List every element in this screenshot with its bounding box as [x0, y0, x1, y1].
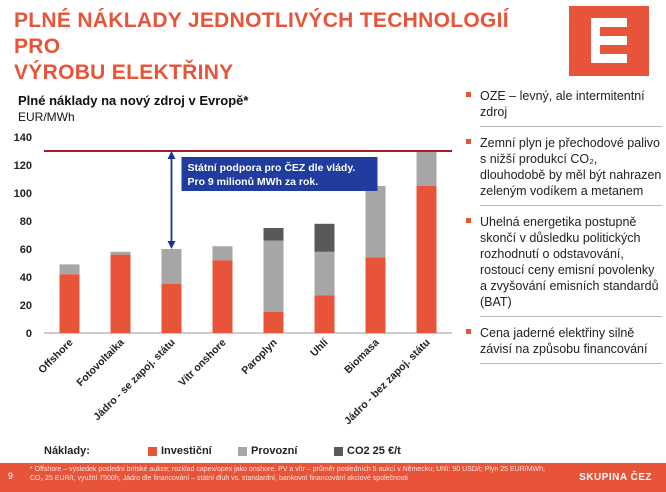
- legend-swatch-co2: [334, 446, 343, 456]
- y-tick-label: 140: [14, 132, 32, 144]
- bullet-marker: [466, 139, 471, 144]
- legend-label: Náklady:: [44, 445, 90, 457]
- bar-segment: [212, 246, 233, 261]
- x-tick-label: Offshore: [36, 337, 76, 377]
- legend-text-operating: Provozní: [251, 445, 298, 457]
- page-number: 9: [8, 471, 14, 481]
- bar-segment: [263, 240, 284, 312]
- bar-segment: [365, 186, 386, 258]
- x-tick-label: Fotovoltaika: [74, 337, 126, 389]
- bar-segment: [263, 228, 284, 241]
- bullet-marker: [466, 92, 471, 97]
- legend-swatch-investment: [148, 446, 157, 456]
- chart-legend: Náklady: Investiční Provozní CO2 25 €/t: [44, 443, 464, 461]
- y-tick-label: 20: [20, 300, 32, 312]
- bar-segment: [59, 274, 80, 333]
- annotation-arrowhead-bottom: [167, 241, 176, 249]
- y-tick-label: 120: [14, 160, 32, 172]
- bar-segment: [212, 260, 233, 333]
- bullet-item: OZE – levný, ale intermitentní zdroj: [466, 88, 662, 127]
- bullet-text: Uhelná energetika postupně skončí v důsl…: [480, 214, 662, 317]
- bullet-text: Cena jaderné elektřiny silně závisí na z…: [480, 325, 662, 364]
- y-tick-label: 0: [26, 328, 32, 340]
- legend-swatch-operating: [238, 446, 247, 456]
- slide-title: PLNÉ NÁKLADY JEDNOTLIVÝCH TECHNOLOGIÍ PR…: [14, 8, 534, 86]
- bullet-list: OZE – levný, ale intermitentní zdroj Zem…: [466, 88, 662, 372]
- bar-segment: [365, 257, 386, 333]
- annotation-text: Pro 9 milionů MWh za rok.: [188, 176, 319, 188]
- footnote: * Offshore – výsledek poslední britské a…: [30, 466, 545, 482]
- bullet-item: Zemní plyn je přechodové palivo s nižší …: [466, 135, 662, 206]
- bullet-item: Cena jaderné elektřiny silně závisí na z…: [466, 325, 662, 364]
- footer-bar: 9 * Offshore – výsledek poslední britské…: [0, 463, 666, 492]
- legend-text-investment: Investiční: [161, 445, 212, 457]
- slide-title-line-2: VÝROBU ELEKTŘINY: [14, 61, 234, 84]
- chart-title: Plné náklady na nový zdroj v Evropě*: [18, 93, 249, 108]
- bar-segment: [110, 254, 131, 333]
- bullet-text: Zemní plyn je přechodové palivo s nižší …: [480, 135, 662, 206]
- y-axis-unit: EUR/MWh: [18, 110, 75, 124]
- bar-segment: [161, 249, 182, 284]
- legend-item-investment: Investiční: [148, 445, 212, 457]
- x-tick-label: Jádro - bez zapoj. státu: [342, 337, 433, 428]
- annotation-arrowhead-top: [167, 151, 176, 159]
- legend-item-operating: Provozní: [238, 445, 297, 457]
- x-tick-label: Uhlí: [308, 336, 331, 359]
- bullet-marker: [466, 218, 471, 223]
- bar-segment: [314, 251, 335, 296]
- slide-title-line-1: PLNÉ NÁKLADY JEDNOTLIVÝCH TECHNOLOGIÍ PR…: [14, 9, 509, 58]
- cez-logo: [569, 6, 649, 76]
- bar-segment: [314, 295, 335, 333]
- bar-segment: [161, 284, 182, 333]
- bar-segment: [416, 151, 437, 186]
- legend-text-co2: CO2 25 €/t: [347, 445, 401, 457]
- bullet-marker: [466, 329, 471, 334]
- x-tick-label: Biomasa: [342, 337, 382, 377]
- bullet-item: Uhelná energetika postupně skončí v důsl…: [466, 214, 662, 317]
- bar-segment: [59, 264, 80, 275]
- legend-item-co2: CO2 25 €/t: [334, 445, 401, 457]
- y-tick-label: 80: [20, 216, 32, 228]
- y-tick-label: 100: [14, 188, 32, 200]
- y-tick-label: 40: [20, 272, 32, 284]
- bar-segment: [263, 312, 284, 333]
- bullet-text: OZE – levný, ale intermitentní zdroj: [480, 88, 662, 127]
- bar-segment: [416, 186, 437, 333]
- y-tick-label: 60: [20, 244, 32, 256]
- x-tick-label: Paroplyn: [239, 337, 279, 377]
- annotation-box: [181, 157, 378, 191]
- bar-segment: [314, 223, 335, 252]
- brand-name: SKUPINA ČEZ: [579, 472, 652, 483]
- x-tick-label: Vítr onshore: [176, 337, 228, 389]
- annotation-text: Státní podpora pro ČEZ dle vlády.: [188, 161, 356, 174]
- bar-segment: [110, 251, 131, 255]
